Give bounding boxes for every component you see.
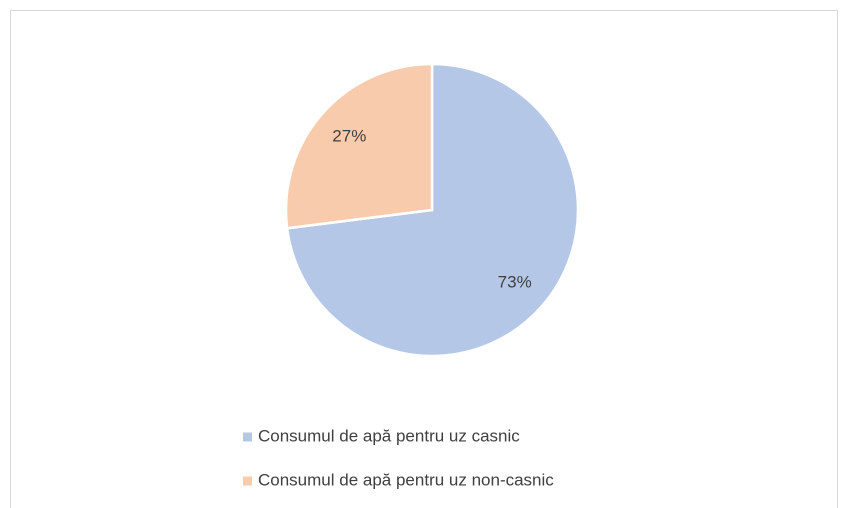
legend-label: Consumul de apă pentru uz non-casnic	[258, 470, 554, 489]
legend-label: Consumul de apă pentru uz casnic	[258, 426, 520, 445]
legend-swatch	[243, 432, 252, 442]
pie-slice	[284, 62, 434, 230]
data-label: 73%	[498, 272, 532, 291]
data-label: 27%	[332, 127, 366, 146]
legend-swatch	[243, 476, 252, 486]
